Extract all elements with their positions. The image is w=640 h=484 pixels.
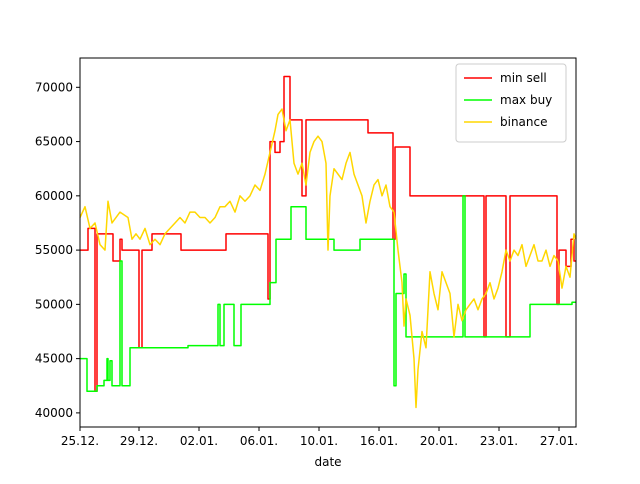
y-tick-label: 45000: [35, 352, 73, 366]
y-tick-label: 70000: [35, 80, 73, 94]
x-tick-label: 16.01.: [360, 434, 398, 448]
legend-label: max buy: [500, 93, 552, 107]
y-tick-label: 60000: [35, 189, 73, 203]
legend-label: min sell: [500, 71, 547, 85]
y-tick-label: 55000: [35, 243, 73, 257]
x-tick-label: 20.01.: [420, 434, 458, 448]
y-tick-label: 65000: [35, 135, 73, 149]
series-line: [79, 108, 577, 409]
x-tick-label: 25.12.: [61, 434, 99, 448]
x-tick-label: 02.01.: [180, 434, 218, 448]
legend: min sell max buy binance: [455, 63, 567, 143]
y-tick-label: 50000: [35, 297, 73, 311]
legend-label: binance: [500, 115, 548, 129]
series-line: [80, 195, 576, 392]
x-tick-label: 29.12.: [120, 434, 158, 448]
x-tick-label: 23.01.: [480, 434, 518, 448]
y-tick-label: 40000: [35, 406, 73, 420]
series-line: [80, 75, 576, 392]
x-tick-label: 06.01.: [240, 434, 278, 448]
plot-area: [79, 75, 577, 409]
x-axis-label: date: [314, 455, 341, 469]
x-tick-label: 10.01.: [300, 434, 338, 448]
x-tick-label: 27.01.: [540, 434, 578, 448]
axes-frame: [79, 57, 577, 428]
